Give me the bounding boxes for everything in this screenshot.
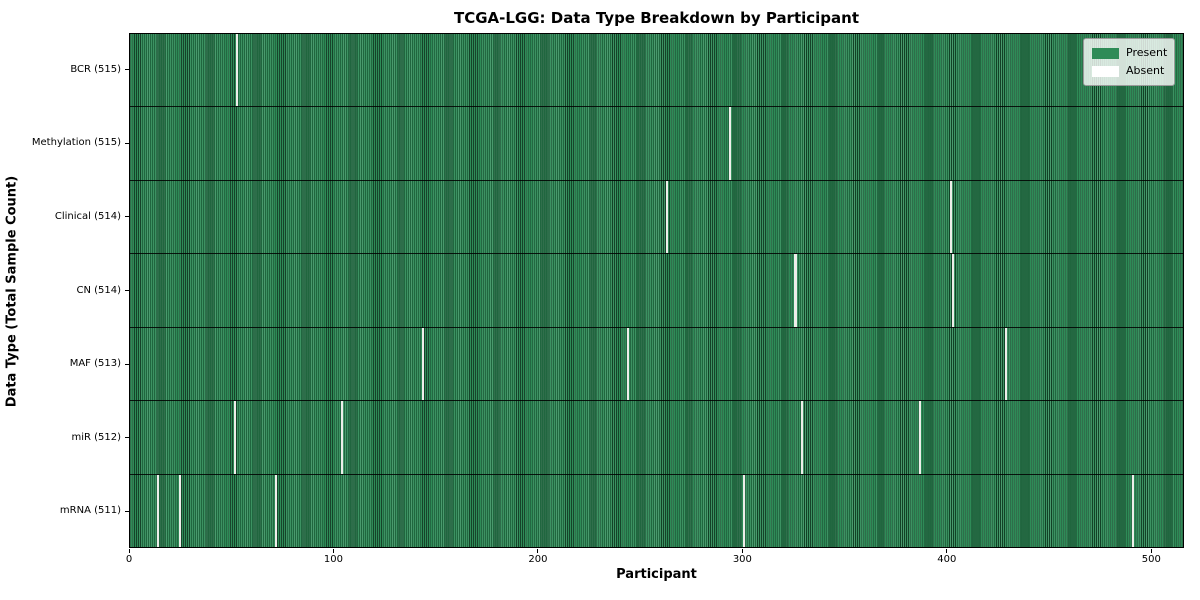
plot-area [129,33,1184,548]
y-tick-label: mRNA (511) [59,505,121,517]
y-tick-label: Methylation (515) [31,137,121,149]
absent-gap-line [1131,474,1134,547]
y-tick-label: Clinical (514) [54,210,121,222]
y-tick-mark [124,290,129,291]
y-tick-mark [124,363,129,365]
x-tick-label: 500 [1141,554,1161,565]
x-tick-mark [946,548,948,553]
legend-absent-label: Absent [1126,64,1165,77]
data-row-MAF [130,327,1183,402]
absent-gap-line [156,474,159,547]
legend-item-present: Present [1092,45,1168,61]
x-tick-mark [537,548,539,553]
data-row-mRNA [130,474,1183,547]
y-tick-label: BCR (515) [70,63,121,75]
data-row-CN [130,254,1183,328]
absent-gap-line [236,34,239,107]
absent-gap-line [1005,327,1008,401]
absent-gap-line [234,401,237,474]
absent-gap-line [422,327,425,401]
absent-gap-line [728,107,732,180]
absent-gap-line [794,254,797,327]
x-tick-label: 200 [528,554,548,565]
absent-gap-line [949,180,952,254]
present-swatch-icon [1092,47,1119,59]
x-tick-mark [741,548,743,553]
absent-gap-line [919,401,922,474]
x-tick-label: 300 [732,554,752,565]
absent-gap-line [340,401,343,474]
absent-gap-line [275,474,278,547]
absent-gap-line [800,401,803,474]
y-tick-label: CN (514) [76,284,121,296]
data-row-Clinical [130,180,1183,255]
x-tick-label: 400 [937,554,957,565]
y-tick-mark [124,142,129,144]
x-tick-label: 100 [323,554,343,565]
x-tick-label: 0 [125,554,133,565]
data-row-BCR [130,34,1183,108]
absent-swatch-icon [1092,65,1119,77]
absent-gap-line [743,474,746,547]
absent-gap-line [951,254,955,327]
y-tick-mark [124,510,129,512]
x-tick-mark [1150,548,1152,553]
absent-gap-line [665,180,668,254]
legend: Present Absent [1083,38,1175,86]
absent-gap-line [178,474,182,547]
legend-present-label: Present [1126,46,1168,59]
x-tick-mark [128,548,130,553]
y-tick-mark [124,216,129,218]
y-tick-label: MAF (513) [69,358,121,370]
y-tick-label: miR (512) [71,431,121,443]
x-axis-label: Participant [616,567,697,582]
y-tick-mark [124,437,129,439]
x-tick-mark [332,548,334,553]
legend-item-absent: Absent [1092,63,1166,79]
data-row-miR [130,401,1183,475]
chart-title: TCGA-LGG: Data Type Breakdown by Partici… [453,9,860,27]
y-tick-mark [124,69,129,71]
data-row-Methylation [130,107,1183,181]
absent-gap-line [626,327,629,401]
